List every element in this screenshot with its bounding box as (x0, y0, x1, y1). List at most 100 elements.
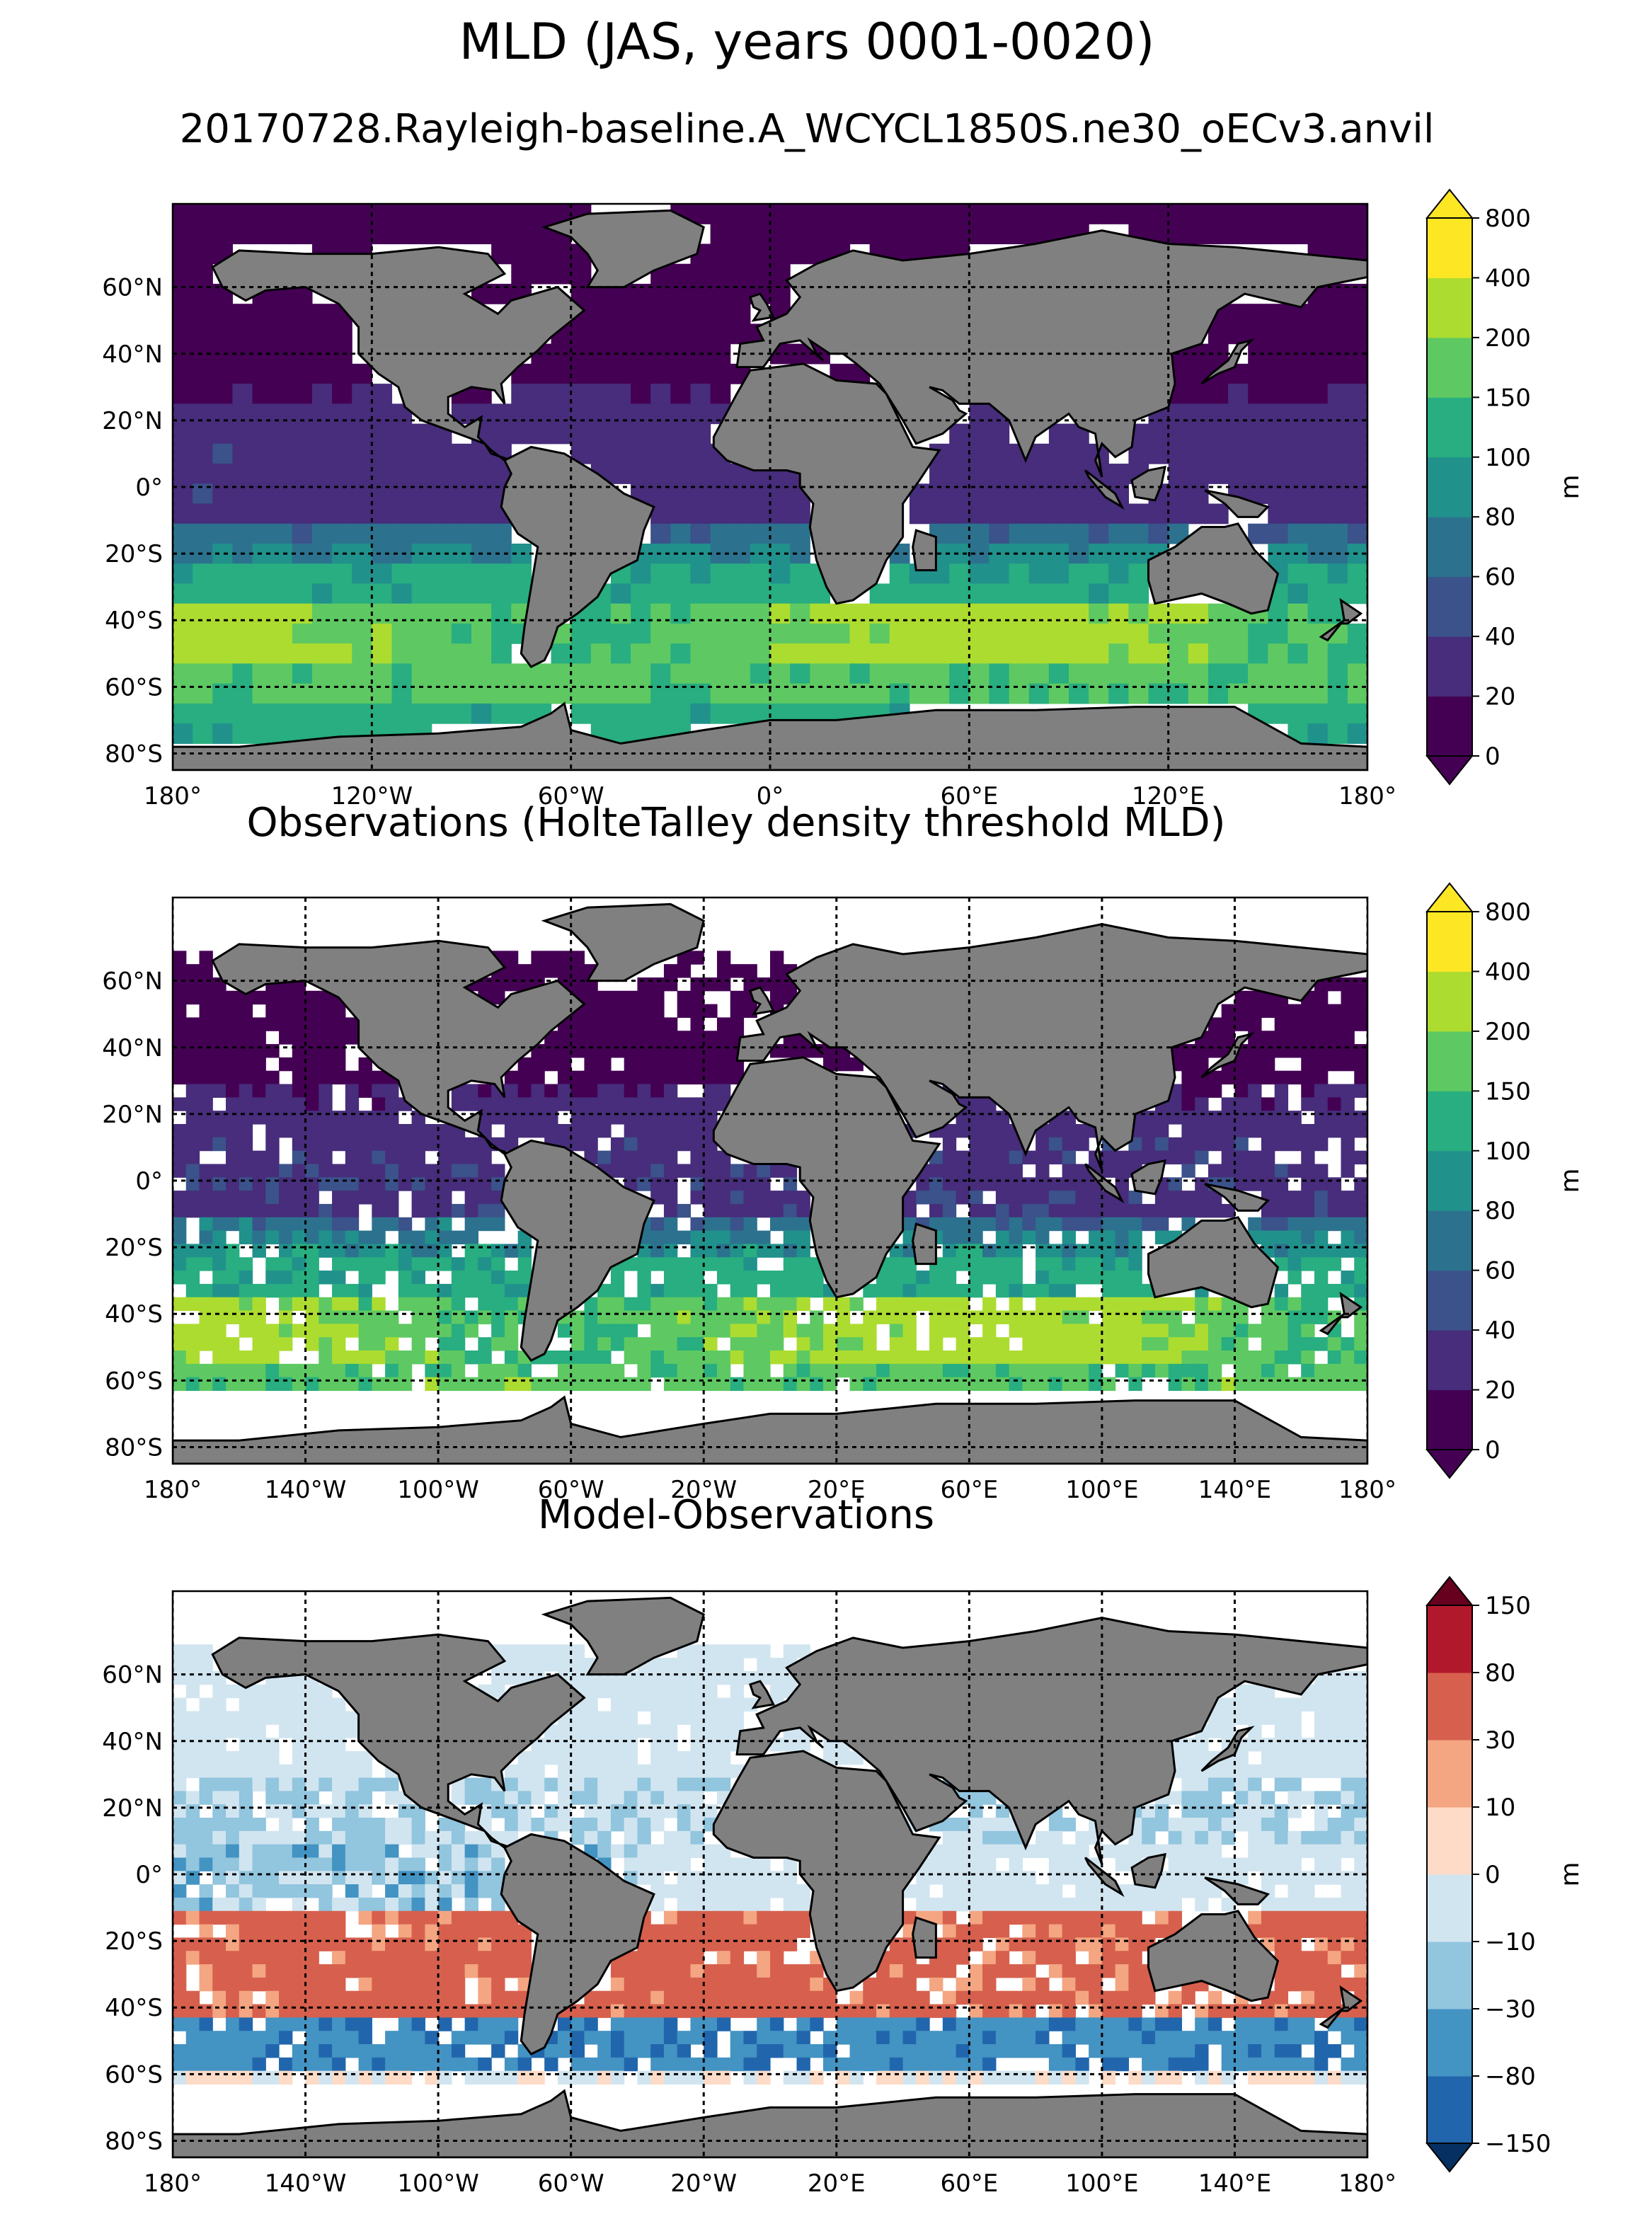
land-new-guinea (1204, 1876, 1270, 1905)
y-tick-label: 40°S (105, 1994, 163, 2022)
map-panel-3: 180° 140°W 100°W 60°W 20°W 20°E 60°E 100°E 140°E… (102, 1576, 1585, 2198)
colorbar-swatch (1427, 1330, 1472, 1391)
y-tick-label: 20°S (105, 540, 163, 568)
colorbar-tick-label: 60 (1485, 1257, 1515, 1285)
y-tick-label: 80°S (105, 1433, 163, 1462)
colorbar-swatch (1427, 1389, 1472, 1450)
colorbar-frame (1426, 217, 1473, 757)
gridlines (173, 204, 1367, 770)
colorbar-swatch (1427, 1874, 1472, 1942)
colorbar-unit-label: m (1556, 1862, 1585, 1886)
colorbar-tick-label: 400 (1485, 958, 1531, 986)
x-tick-label: 180° (1338, 2169, 1396, 2198)
colorbar-swatch (1427, 1031, 1472, 1091)
colorbar-tick-label: 200 (1485, 324, 1531, 352)
map-frame (171, 896, 1369, 1465)
land-south-america (500, 1139, 655, 1363)
map-area-2 (173, 898, 1367, 1464)
x-tick-label: 180° (144, 1476, 202, 1504)
x-tick-label: 100°E (1065, 1476, 1138, 1504)
map-area-3 (173, 1591, 1367, 2157)
y-tick-label: 60°N (102, 274, 163, 302)
colorbar-swatch (1427, 2009, 1472, 2077)
land-uk (749, 292, 775, 322)
land-uk (749, 986, 775, 1016)
land-africa (712, 1056, 941, 1299)
colorbar-tick-label: 20 (1485, 683, 1515, 711)
colorbar-tick-label: −150 (1485, 2130, 1551, 2158)
colorbar-extend-high (1425, 188, 1474, 219)
x-tick-label: 20°E (808, 1476, 866, 1504)
land-uk (749, 1680, 775, 1709)
y-tick-label: 60°S (105, 2060, 163, 2089)
land-new-guinea (1204, 1183, 1270, 1212)
x-tick-label: 100°W (397, 1476, 479, 1504)
land-africa (712, 362, 941, 605)
land-borneo (1130, 1852, 1166, 1889)
x-tick-label: 60°W (538, 1476, 604, 1504)
land-eurasia (735, 923, 1367, 1171)
colorbar-tick-label: 0 (1485, 1436, 1501, 1464)
land-new-guinea (1204, 489, 1270, 518)
land-eurasia (735, 229, 1367, 478)
y-tick-label: 0° (135, 474, 163, 502)
land-japan (1200, 1726, 1255, 1772)
colorbar-extend-low (1425, 755, 1474, 786)
map-area-1 (173, 204, 1367, 770)
x-tick-label: 100°E (1065, 2169, 1138, 2198)
land-madagascar (912, 1916, 937, 1959)
land-japan (1200, 338, 1255, 385)
map-frame (171, 202, 1369, 772)
land-new-zealand (1319, 1985, 1363, 2029)
colorbar-tick-label: −30 (1485, 1995, 1536, 2024)
colorbar-tick-label: 40 (1485, 623, 1515, 651)
land-sumatra (1084, 469, 1125, 510)
colorbar-unit-label: m (1556, 474, 1585, 499)
colorbar-tick-label: 40 (1485, 1317, 1515, 1345)
land-australia (1147, 522, 1280, 615)
y-tick-label: 20°N (102, 1101, 163, 1129)
x-tick-label: 60°E (940, 1476, 998, 1504)
colorbar-tick-label: −10 (1485, 1928, 1536, 1956)
y-tick-label: 20°N (102, 407, 163, 435)
colorbar-swatch (1427, 576, 1472, 637)
mld-field (173, 1644, 1367, 2085)
colorbar-swatch (1427, 277, 1472, 338)
land-borneo (1130, 1159, 1166, 1195)
y-tick-label: 20°S (105, 1234, 163, 1262)
x-tick-label: 180° (1338, 1476, 1396, 1504)
x-tick-label: 120°W (331, 782, 413, 810)
colorbar-extend-high (1425, 1576, 1474, 1606)
colorbar-tick-label: 10 (1485, 1794, 1515, 1822)
y-tick-label: 20°S (105, 1927, 163, 1956)
x-tick-label: 60°W (538, 782, 604, 810)
y-tick-label: 40°N (102, 340, 163, 369)
colorbar-swatch (1427, 517, 1472, 578)
land-new-zealand (1319, 597, 1363, 642)
colorbar-swatch (1427, 218, 1472, 278)
y-tick-label: 20°N (102, 1794, 163, 1823)
y-tick-label: 60°N (102, 968, 163, 996)
colorbar-extend-low (1425, 1449, 1474, 1479)
x-tick-label: 140°E (1198, 1476, 1271, 1504)
x-tick-label: 140°E (1198, 2169, 1271, 2198)
colorbar-tick-label: 400 (1485, 264, 1531, 292)
colorbar-swatch (1427, 1270, 1472, 1331)
x-tick-label: 180° (144, 782, 202, 810)
colorbar-tick-label: 100 (1485, 444, 1531, 472)
y-tick-label: 40°N (102, 1034, 163, 1062)
colorbar-swatch (1427, 971, 1472, 1032)
colorbar-tick-label: 800 (1485, 898, 1531, 927)
land-eurasia (735, 1617, 1367, 1865)
colorbar-swatch (1427, 2076, 1472, 2144)
colorbar-swatch (1427, 397, 1472, 458)
x-tick-label: 60°E (940, 782, 998, 810)
colorbar-2: 0 20 40 60 80 100 150 200 400 800 m (1425, 882, 1585, 1479)
x-tick-label: 120°E (1132, 782, 1205, 810)
gridlines (173, 1591, 1367, 2157)
y-tick-label: 60°S (105, 1367, 163, 1395)
gridlines (173, 898, 1367, 1464)
x-tick-label: 140°W (265, 1476, 347, 1504)
x-tick-label: 100°W (397, 2169, 479, 2198)
colorbar-swatch (1427, 696, 1472, 757)
